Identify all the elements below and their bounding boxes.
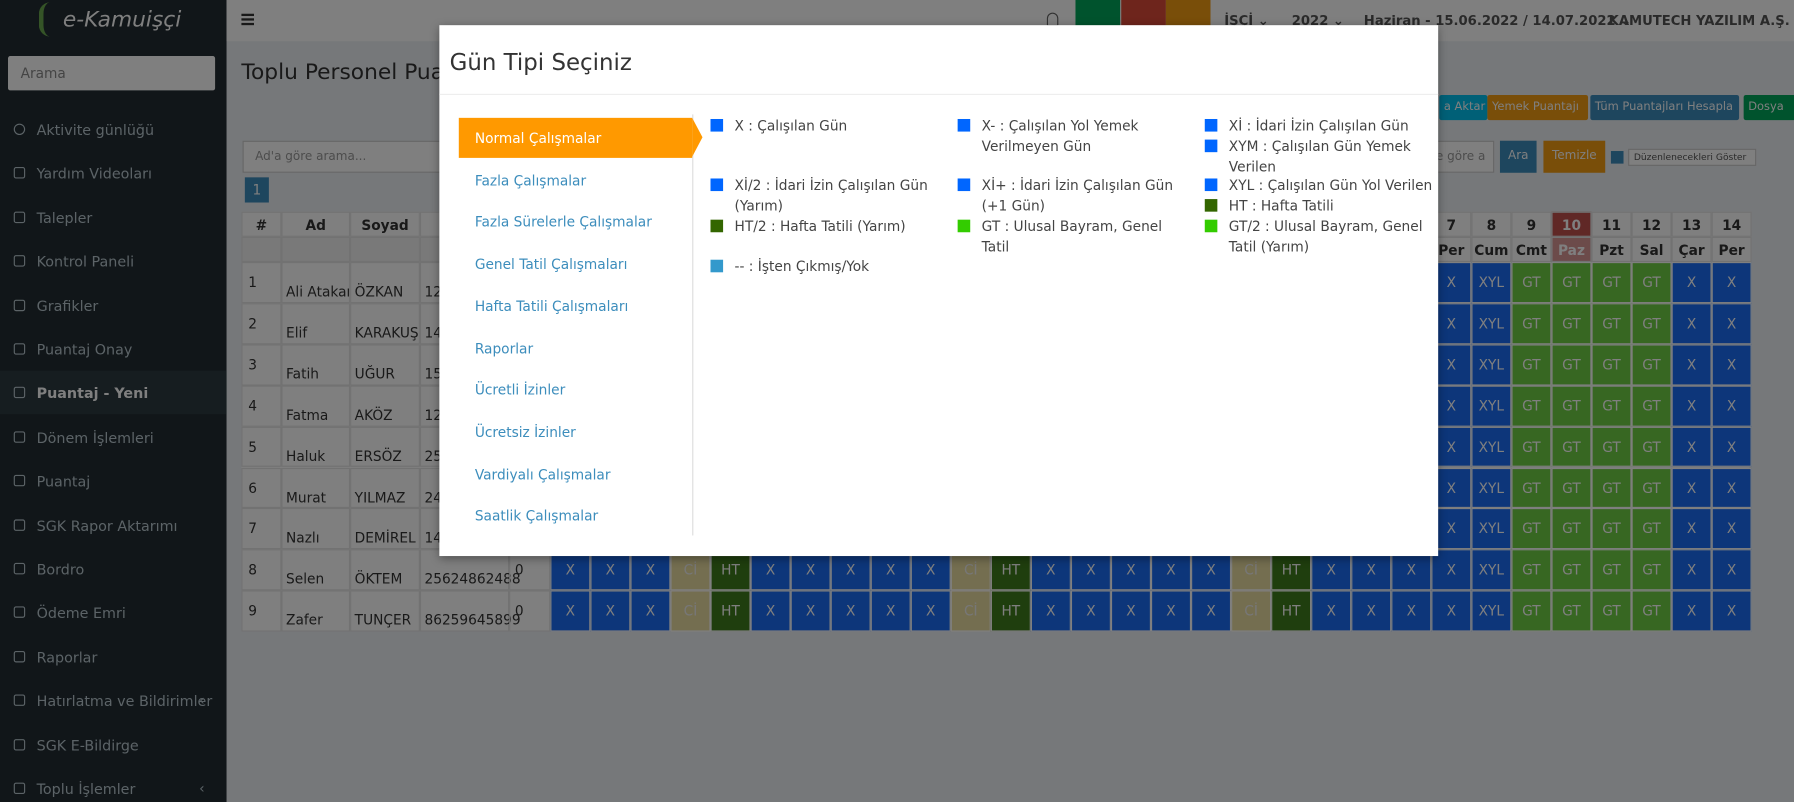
tab-label: Genel Tatil Çalışmaları	[474, 256, 628, 273]
legend-text: X- : Çalışılan Yol Yemek Verilmeyen Gün	[981, 117, 1139, 154]
tab[interactable]: Genel Tatil Çalışmaları	[459, 244, 692, 284]
tab-divider	[692, 114, 694, 536]
legend-swatch	[957, 178, 971, 192]
legend-swatch	[1204, 139, 1218, 153]
tab-label: Normal Çalışmalar	[474, 130, 602, 147]
tab-label: Ücretli İzinler	[474, 382, 566, 399]
legend-text: GT : Ulusal Bayram, Genel Tatil	[981, 218, 1163, 255]
legend-swatch	[710, 259, 724, 273]
modal: Gün Tipi Seçiniz Normal Çalışmalar Fazla …	[439, 25, 1439, 557]
legend-text: Xİ/2 : İdari İzin Çalışılan Gün (Yarım)	[734, 177, 928, 214]
legend-text: HT/2 : Hafta Tatili (Yarım)	[734, 218, 906, 235]
legend-swatch	[957, 219, 971, 233]
legend-text: HT : Hafta Tatili	[1228, 197, 1334, 214]
tab-label: Raporlar	[474, 340, 534, 357]
legend-text: XYL : Çalışılan Gün Yol Verilen	[1228, 177, 1433, 194]
tab-label: Ücretsiz İzinler	[474, 424, 576, 441]
legend-text: GT/2 : Ulusal Bayram, Genel Tatil (Yarım…	[1228, 218, 1423, 255]
legend-text: XYM : Çalışılan Gün Yemek Verilen	[1228, 138, 1411, 175]
tab[interactable]: Fazla Sürelerle Çalışmalar	[459, 202, 692, 242]
tab[interactable]: Raporlar	[459, 328, 692, 368]
tab[interactable]: Normal Çalışmalar	[458, 117, 703, 158]
divider	[439, 93, 1439, 95]
legend-swatch	[1204, 199, 1218, 212]
legend-swatch	[710, 178, 724, 192]
legend-swatch	[957, 118, 971, 132]
legend-swatch	[1204, 219, 1218, 233]
tab-label: Fazla Çalışmalar	[474, 172, 587, 189]
legend-text: Xİ : İdari İzin Çalışılan Gün	[1228, 117, 1409, 134]
tab[interactable]: Ücretli İzinler	[459, 370, 692, 410]
legend-text: Xİ+ : İdari İzin Çalışılan Gün (+1 Gün)	[981, 177, 1174, 214]
modal-title: Gün Tipi Seçiniz	[449, 48, 632, 76]
tab[interactable]: Hafta Tatili Çalışmaları	[459, 286, 692, 326]
tab-label: Vardiyalı Çalışmalar	[474, 466, 611, 483]
tab[interactable]: Fazla Çalışmalar	[459, 160, 692, 200]
legend-swatch	[1204, 118, 1218, 132]
legend-text: X : Çalışılan Gün	[734, 117, 848, 134]
legend-text: -- : İşten Çıkmış/Yok	[734, 258, 870, 275]
tab[interactable]: Ücretsiz İzinler	[459, 412, 692, 452]
legend-swatch	[710, 219, 724, 233]
tab[interactable]: Vardiyalı Çalışmalar	[459, 454, 692, 494]
tab[interactable]: Saatlik Çalışmalar	[459, 496, 692, 536]
tab-label: Hafta Tatili Çalışmaları	[474, 298, 629, 315]
legend-swatch	[710, 118, 724, 132]
tab-arrow	[692, 117, 703, 157]
tab-label: Saatlik Çalışmalar	[474, 508, 599, 525]
legend-swatch	[1204, 178, 1218, 192]
tab-label: Fazla Sürelerle Çalışmalar	[474, 214, 652, 231]
